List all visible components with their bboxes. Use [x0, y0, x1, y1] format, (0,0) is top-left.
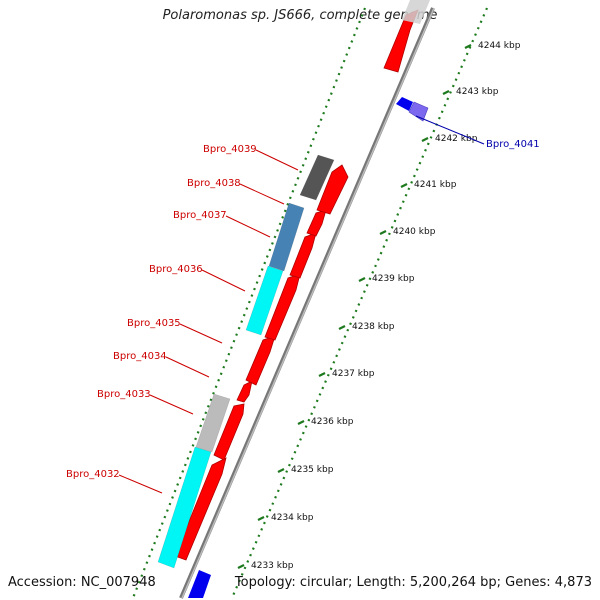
- tick-mark: [379, 230, 387, 235]
- cog-bar-lightgray: [195, 393, 231, 453]
- gene-blue-bottom: [188, 570, 211, 598]
- gene-labels: Bpro_4039 Bpro_4038 Bpro_4037 Bpro_4036 Bpro…: [66, 115, 540, 494]
- label-leader-line: [255, 149, 299, 171]
- tick-mark: [400, 183, 408, 188]
- label-leader-line: [118, 474, 163, 494]
- label-leader-line: [149, 394, 194, 415]
- tick-mark: [257, 516, 265, 521]
- tick-label: 4234 kbp: [271, 513, 314, 523]
- tick-mark: [358, 277, 366, 282]
- cog-bar-cyan: [157, 446, 212, 569]
- cds-arrow: [236, 380, 253, 403]
- tick-label: 4235 kbp: [291, 465, 334, 475]
- label-leader-line: [239, 183, 285, 205]
- gene-label: Bpro_4035: [127, 318, 181, 329]
- tick-label: 4237 kbp: [332, 369, 375, 379]
- genome-summary-text: Topology: circular; Length: 5,200,264 bp…: [234, 575, 592, 590]
- tick-mark: [442, 90, 450, 95]
- label-leader-line: [225, 215, 271, 238]
- accession-text: Accession: NC_007948: [8, 575, 156, 590]
- tick-label: 4238 kbp: [352, 322, 395, 332]
- gene-label: Bpro_4038: [187, 178, 241, 189]
- gene-purple-arrow: [408, 101, 429, 122]
- cds-arrow: [289, 232, 317, 279]
- gene-label: Bpro_4041: [486, 139, 540, 150]
- map-title: Polaromonas sp. JS666, complete genome: [162, 8, 438, 23]
- cds-overlay: [402, 0, 430, 24]
- gene-label: Bpro_4039: [203, 144, 257, 155]
- label-leader-line: [415, 115, 485, 145]
- tick-mark: [277, 468, 285, 473]
- cds-arrow: [316, 164, 349, 215]
- tick-label: 4242 kbp: [435, 134, 478, 144]
- gene-label: Bpro_4034: [113, 351, 167, 362]
- tick-label: 4233 kbp: [251, 561, 294, 571]
- tick-label: 4244 kbp: [478, 41, 521, 51]
- tick-mark: [318, 372, 326, 377]
- outer-dotted-track: [131, 7, 367, 599]
- gene-blue-arrow: [396, 97, 413, 111]
- gene-label: Bpro_4037: [173, 210, 227, 221]
- gene-label: Bpro_4036: [149, 264, 203, 275]
- tick-mark: [297, 420, 305, 425]
- cog-bar-gray: [299, 154, 335, 201]
- tick-label: 4243 kbp: [456, 87, 499, 97]
- cds-arrow: [213, 403, 245, 461]
- tick-mark: [237, 564, 245, 569]
- backbone-highlight: [181, 7, 435, 599]
- label-leader-line: [201, 269, 246, 292]
- tick-mark: [421, 137, 429, 142]
- backbone-line: [179, 7, 435, 599]
- cds-arrow: [306, 209, 327, 237]
- cds-arrow: [264, 273, 301, 341]
- tick-mark: [464, 44, 472, 49]
- cog-bar-steelblue: [268, 202, 305, 272]
- cds-arrow: [174, 457, 227, 561]
- cds-arrow: [245, 335, 276, 386]
- label-leader-line: [165, 356, 210, 378]
- gene-label: Bpro_4032: [66, 469, 120, 480]
- tick-label: 4239 kbp: [372, 274, 415, 284]
- tick-label: 4236 kbp: [311, 417, 354, 427]
- label-leader-line: [179, 323, 223, 344]
- kbp-ticks: 4233 kbp 4234 kbp 4235 kbp 4236 kbp 4237 kbp…: [237, 41, 521, 571]
- tick-mark: [338, 325, 346, 330]
- gene-features: [157, 0, 430, 598]
- cog-bar-cyan: [245, 265, 284, 336]
- gene-label: Bpro_4033: [97, 389, 151, 400]
- tick-label: 4240 kbp: [393, 227, 436, 237]
- tick-label: 4241 kbp: [414, 180, 457, 190]
